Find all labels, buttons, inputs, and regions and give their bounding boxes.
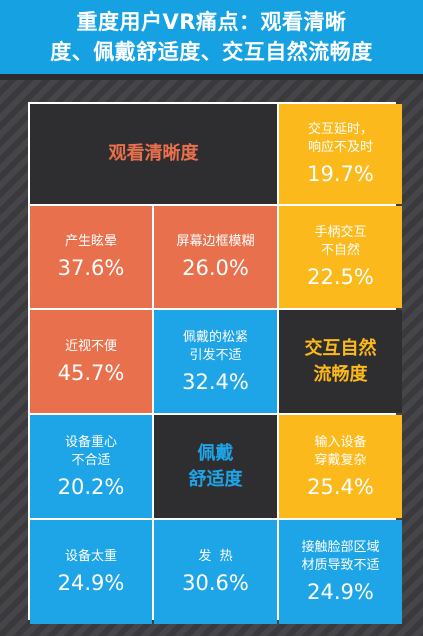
tile-label: 不合适 [71,452,111,468]
tile-label: 产生眩晕 [64,234,117,249]
tile-blur: 屏幕边框模糊 26.0% [154,206,277,308]
category-clarity: 观看清晰度 [30,104,277,204]
tile-label: 接触脸部区域 [301,540,380,555]
category-interaction: 交互自然 流畅度 [279,310,402,413]
tile-tightness: 佩戴的松紧 引发不适 32.4% [154,310,277,413]
tile-latency: 交互延时， 响应不及时 19.7% [279,104,402,204]
category-interaction-label: 流畅度 [313,363,368,385]
tile-label: 穿戴复杂 [314,452,367,468]
tile-value: 32.4% [182,369,249,394]
tile-value: 30.6% [182,571,249,595]
tile-label: 屏幕边框模糊 [176,234,255,249]
tile-value: 37.6% [57,256,125,280]
tile-label: 佩戴的松紧 [182,329,248,345]
tile-label: 手柄交互 [314,225,367,240]
tile-value: 22.5% [307,265,374,289]
tile-value: 24.9% [57,571,125,595]
tile-value: 25.4% [307,474,374,499]
tile-label: 材质导致不适 [301,558,380,573]
tile-contact: 接触脸部区域 材质导致不适 24.9% [279,520,402,624]
tile-input: 输入设备 穿戴复杂 25.4% [279,415,402,518]
category-comfort: 佩戴 舒适度 [154,415,277,518]
tile-myopia: 近视不便 45.7% [30,310,152,413]
divider [0,74,423,80]
tile-label: 交互延时， [307,122,373,137]
tile-center: 设备重心 不合适 20.2% [30,415,152,518]
tile-label: 发 热 [198,549,233,564]
tile-label: 近视不便 [64,338,117,354]
tile-value: 20.2% [57,474,125,499]
title-line-2: 度、佩戴舒适度、交互自然流畅度 [50,40,373,64]
tile-dizzy: 产生眩晕 37.6% [30,206,152,308]
tile-value: 19.7% [307,162,374,186]
tile-label: 输入设备 [314,434,367,450]
tile-label: 响应不及时 [307,140,373,155]
tile-value: 24.9% [307,580,374,604]
category-interaction-label: 交互自然 [304,337,377,359]
tile-value: 26.0% [182,256,249,280]
category-comfort-label: 佩戴 [197,442,234,464]
tile-heavy: 设备太重 24.9% [30,520,152,624]
title-banner: 重度用户VR痛点：观看清晰 度、佩戴舒适度、交互自然流畅度 [0,0,423,74]
category-clarity-label: 观看清晰度 [108,143,199,164]
tile-value: 45.7% [57,360,125,385]
category-comfort-label: 舒适度 [188,468,243,490]
tile-handle: 手柄交互 不自然 22.5% [279,206,402,308]
tile-label: 引发不适 [189,347,242,363]
pain-point-grid: 观看清晰度 交互延时， 响应不及时 19.7% 产生眩晕 37.6% 屏幕边框模… [28,102,402,624]
tile-label: 设备太重 [64,549,117,564]
tile-label: 设备重心 [64,434,117,450]
tile-label: 不自然 [320,243,360,258]
tile-heat: 发 热 30.6% [154,520,277,624]
title-line-1: 重度用户VR痛点：观看清晰 [76,10,347,34]
